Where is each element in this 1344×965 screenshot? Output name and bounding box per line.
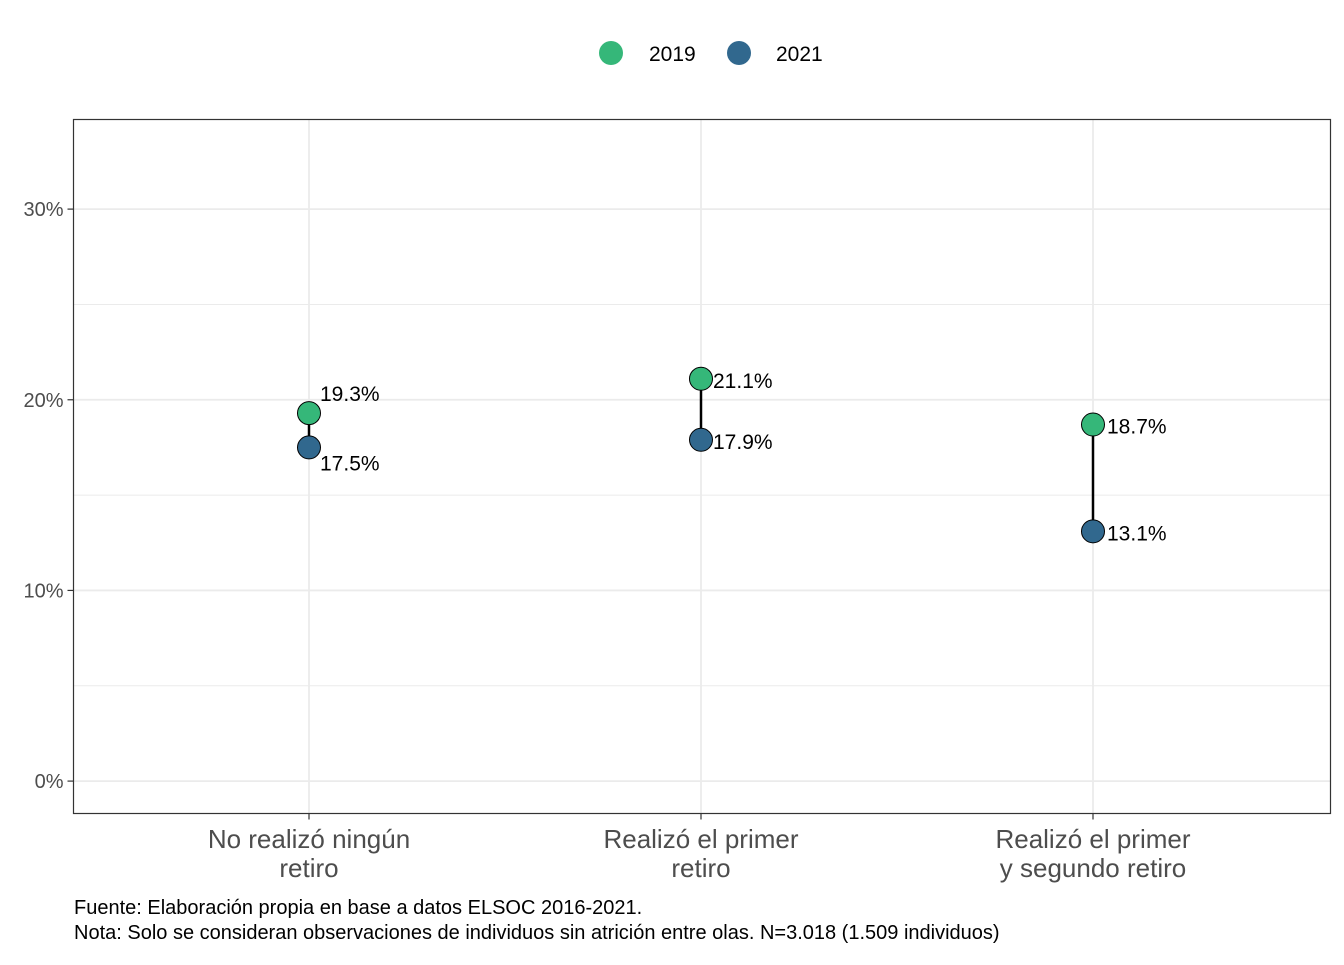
x-tick-label: No realizó ningún retiro: [208, 824, 410, 883]
point-2021: [689, 427, 713, 452]
y-tick-label: 30%: [23, 199, 63, 221]
legend-label: 2021: [776, 43, 823, 66]
legend: 2019 2021: [599, 41, 823, 66]
legend-key-2021: [727, 41, 751, 65]
axes: 0%10%20%30%No realizó ningún retiroRealiz…: [23, 199, 1190, 883]
y-tick-label: 0%: [35, 771, 64, 793]
x-tick-label-line: y segundo retiro: [1000, 853, 1186, 883]
legend-key-2019: [599, 41, 623, 65]
point-2019: [1081, 412, 1105, 437]
x-tick-label-line: Realizó el primer: [995, 824, 1190, 854]
value-label: 19.3%: [320, 383, 380, 406]
x-tick-label: Realizó el primer retiro: [603, 824, 798, 883]
panel-border: [72, 118, 1332, 815]
data-marks: 19.3% 21.1% 18.7% 17.5% 17.9% 13.1%: [297, 366, 1167, 545]
legend-label: 2019: [649, 43, 696, 66]
note-caption: Nota: Solo se consideran observaciones d…: [74, 922, 1000, 944]
x-tick-label: Realizó el primer y segundo retiro: [995, 824, 1190, 883]
y-tick-label: 10%: [23, 580, 63, 602]
value-label: 21.1%: [713, 370, 773, 393]
value-label: 17.9%: [713, 431, 773, 454]
value-label: 17.5%: [320, 452, 380, 475]
point-2021: [1081, 519, 1105, 544]
x-tick-label-line: Realizó el primer: [603, 824, 798, 854]
y-tick-label: 20%: [23, 390, 63, 412]
point-2021: [297, 435, 321, 460]
value-label: 18.7%: [1107, 416, 1167, 439]
x-tick-label-line: No realizó ningún: [208, 824, 410, 854]
value-label: 13.1%: [1107, 522, 1167, 545]
source-caption: Fuente: Elaboración propia en base a dat…: [74, 897, 643, 919]
x-tick-label-line: retiro: [671, 853, 730, 883]
point-2019: [297, 401, 321, 426]
grid: [73, 119, 1331, 814]
point-2019: [689, 366, 713, 391]
x-tick-label-line: retiro: [279, 853, 338, 883]
